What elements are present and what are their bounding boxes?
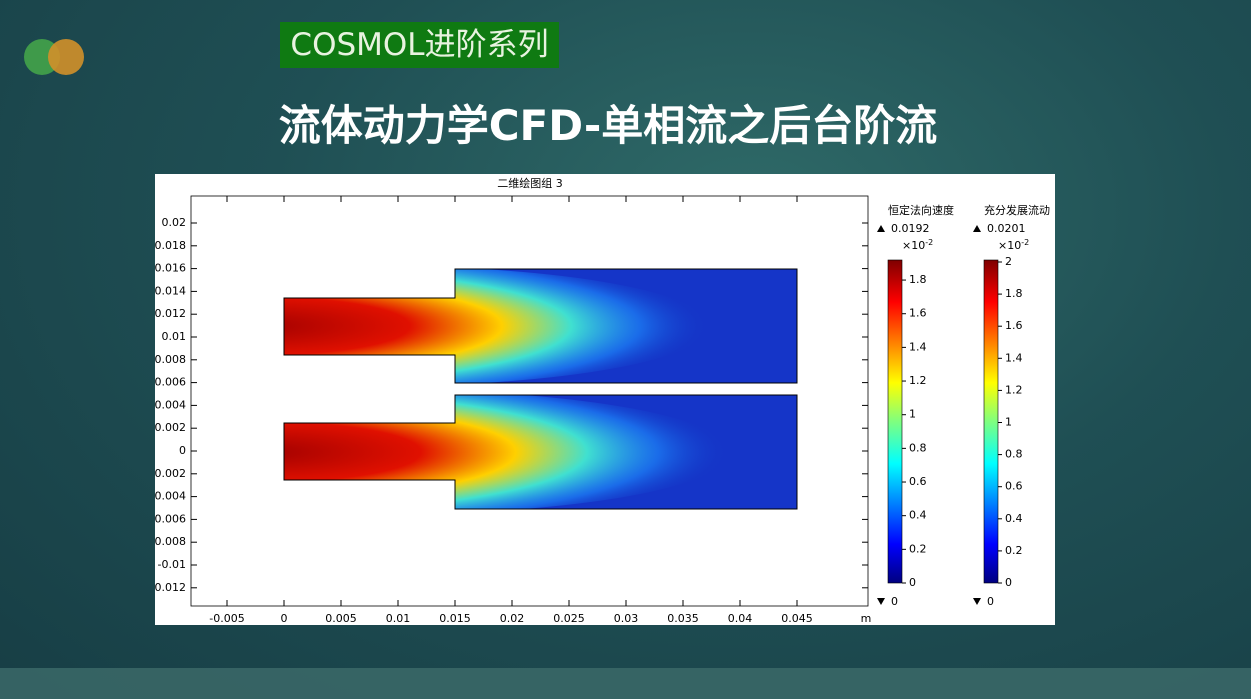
colorbar-tick-label: 0.8 <box>1005 448 1023 461</box>
colorbar-min: 0 <box>891 595 898 608</box>
colorbar-title: 恒定法向速度 <box>888 203 954 217</box>
y-tick-label: -0.008 <box>155 535 186 548</box>
x-tick-label: 0 <box>281 612 288 625</box>
scale-base: ×10 <box>998 239 1021 252</box>
colorbar-max: 0.0201 <box>987 222 1026 235</box>
axes-frame <box>190 195 869 607</box>
plot-image: 二维绘图组 3 m -0.005 0 0.005 0.01 0.015 0.02 0.025… <box>155 174 1055 625</box>
colorbar-tick-label: 0.2 <box>909 542 927 555</box>
footer-strip <box>0 668 1251 699</box>
scale-base: ×10 <box>902 239 925 252</box>
colorbar-tick-label: 1.4 <box>909 340 927 353</box>
colorbar-tick-label: 0 <box>909 576 916 589</box>
colorbar-tick-label: 1.8 <box>909 273 927 286</box>
colorbar-tick-label: 1.4 <box>1005 351 1023 364</box>
x-tick-label: -0.005 <box>209 612 244 625</box>
colorbar-tick-label: 1.2 <box>909 374 927 387</box>
x-tick-label: 0.02 <box>500 612 525 625</box>
colorbar <box>887 259 903 584</box>
min-marker <box>877 598 885 605</box>
colorbar-tick-label: 0.6 <box>1005 480 1023 493</box>
slide-title: 流体动力学CFD-单相流之后台阶流 <box>278 101 938 150</box>
y-tick-label: -0.01 <box>158 558 186 571</box>
x-tick-label: 0.005 <box>325 612 357 625</box>
x-tick-label: 0.045 <box>781 612 813 625</box>
geometry-outline <box>283 394 798 510</box>
x-tick-label: 0.03 <box>614 612 639 625</box>
y-tick-label: -0.012 <box>155 581 186 594</box>
y-tick-label: 0.012 <box>155 307 186 320</box>
y-tick-label: 0.014 <box>155 284 186 297</box>
x-tick-label: 0.035 <box>667 612 699 625</box>
colorbar-min: 0 <box>987 595 994 608</box>
colorbar-tick-label: 1 <box>909 408 916 421</box>
y-tick-label: -0.002 <box>155 467 186 480</box>
colorbar-tick-label: 0.8 <box>909 441 927 454</box>
y-tick-label: 0 <box>179 444 186 457</box>
geometry-outline <box>283 268 798 384</box>
colorbar-tick-label: 2 <box>1005 255 1012 268</box>
colorbar-tick-label: 1.2 <box>1005 383 1023 396</box>
colorbar <box>983 259 999 584</box>
colorbar-title: 充分发展流动 <box>984 203 1050 217</box>
y-tick-label: 0.002 <box>155 421 186 434</box>
colorbar-scale: ×10-2 <box>998 238 1029 253</box>
logo-circle <box>48 39 84 75</box>
colorbar-tick-label: 1 <box>1005 416 1012 429</box>
colorbar-tick-label: 1.6 <box>1005 319 1023 332</box>
colorbar-tick-label: 1.6 <box>909 307 927 320</box>
y-tick-label: 0.01 <box>162 330 187 343</box>
y-tick-label: 0.018 <box>155 239 186 252</box>
min-marker <box>973 598 981 605</box>
y-tick-label: -0.006 <box>155 512 186 525</box>
y-tick-label: 0.008 <box>155 353 186 366</box>
y-tick-label: 0.004 <box>155 398 186 411</box>
y-tick-label: 0.006 <box>155 376 186 389</box>
x-tick-label: 0.01 <box>386 612 411 625</box>
colorbar-max: 0.0192 <box>891 222 930 235</box>
x-tick-label: 0.015 <box>439 612 471 625</box>
colorbar-tick-label: 0.4 <box>1005 512 1023 525</box>
plot-title: 二维绘图组 3 <box>497 176 563 190</box>
colorbar-tick-label: 1.8 <box>1005 287 1023 300</box>
scale-exp: -2 <box>1021 238 1029 247</box>
max-marker <box>877 225 885 232</box>
y-tick-label: 0.02 <box>162 216 187 229</box>
colorbar-scale: ×10-2 <box>902 238 933 253</box>
x-tick-label: 0.025 <box>553 612 585 625</box>
colorbar-tick-label: 0.2 <box>1005 544 1023 557</box>
logo <box>24 39 84 75</box>
max-marker <box>973 225 981 232</box>
colorbar-tick-label: 0.6 <box>909 475 927 488</box>
x-tick-label: 0.04 <box>728 612 753 625</box>
x-unit: m <box>861 612 872 625</box>
series-badge: COSMOL进阶系列 <box>280 22 559 68</box>
scale-exp: -2 <box>925 238 933 247</box>
colorbar-tick-label: 0.4 <box>909 509 927 522</box>
colorbar-tick-label: 0 <box>1005 576 1012 589</box>
y-tick-label: -0.004 <box>155 490 186 503</box>
y-tick-label: 0.016 <box>155 262 186 275</box>
